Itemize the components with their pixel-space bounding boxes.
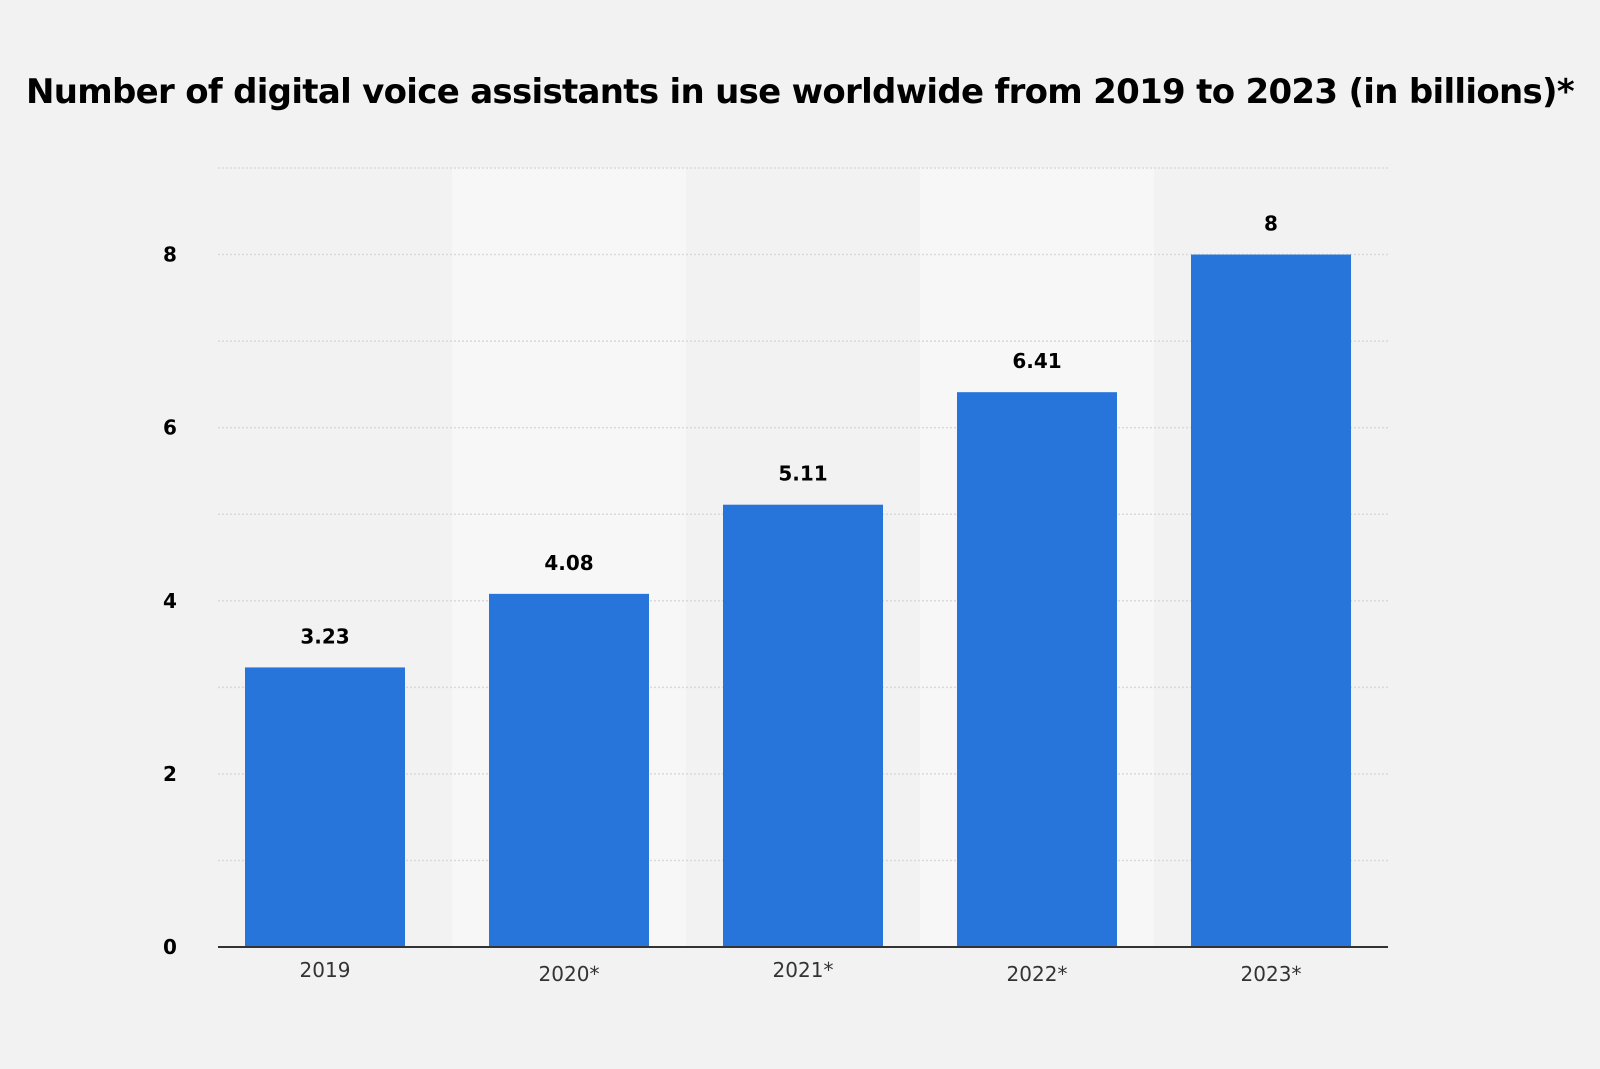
value-label: 5.11 (778, 462, 827, 486)
y-tick-label: 6 (163, 416, 177, 440)
y-axis-ticks: 0 2 4 6 8 (163, 243, 177, 959)
chart-title: Number of digital voice assistants in us… (26, 72, 1575, 112)
y-tick-label: 2 (163, 762, 177, 786)
bar (957, 392, 1117, 947)
x-tick-label: 2020* (539, 962, 600, 986)
x-tick-label: 2019 (300, 958, 351, 982)
x-tick-label: 2021* (773, 958, 834, 982)
y-tick-label: 4 (163, 589, 177, 613)
x-axis-labels: 2019 2020* 2021* 2022* 2023* (300, 958, 1302, 986)
bar (1191, 254, 1351, 948)
x-tick-label: 2022* (1007, 962, 1068, 986)
bar (489, 593, 649, 947)
value-labels: 3.23 4.08 5.11 6.41 8 (300, 212, 1278, 649)
bar (245, 667, 405, 947)
bars (245, 254, 1351, 948)
y-tick-label: 8 (163, 243, 177, 267)
x-tick-label: 2023* (1241, 962, 1302, 986)
value-label: 6.41 (1012, 349, 1061, 373)
value-label: 3.23 (300, 624, 349, 648)
bar (723, 504, 883, 947)
y-tick-label: 0 (163, 935, 177, 959)
value-label: 4.08 (544, 551, 593, 575)
value-label: 8 (1264, 212, 1278, 236)
